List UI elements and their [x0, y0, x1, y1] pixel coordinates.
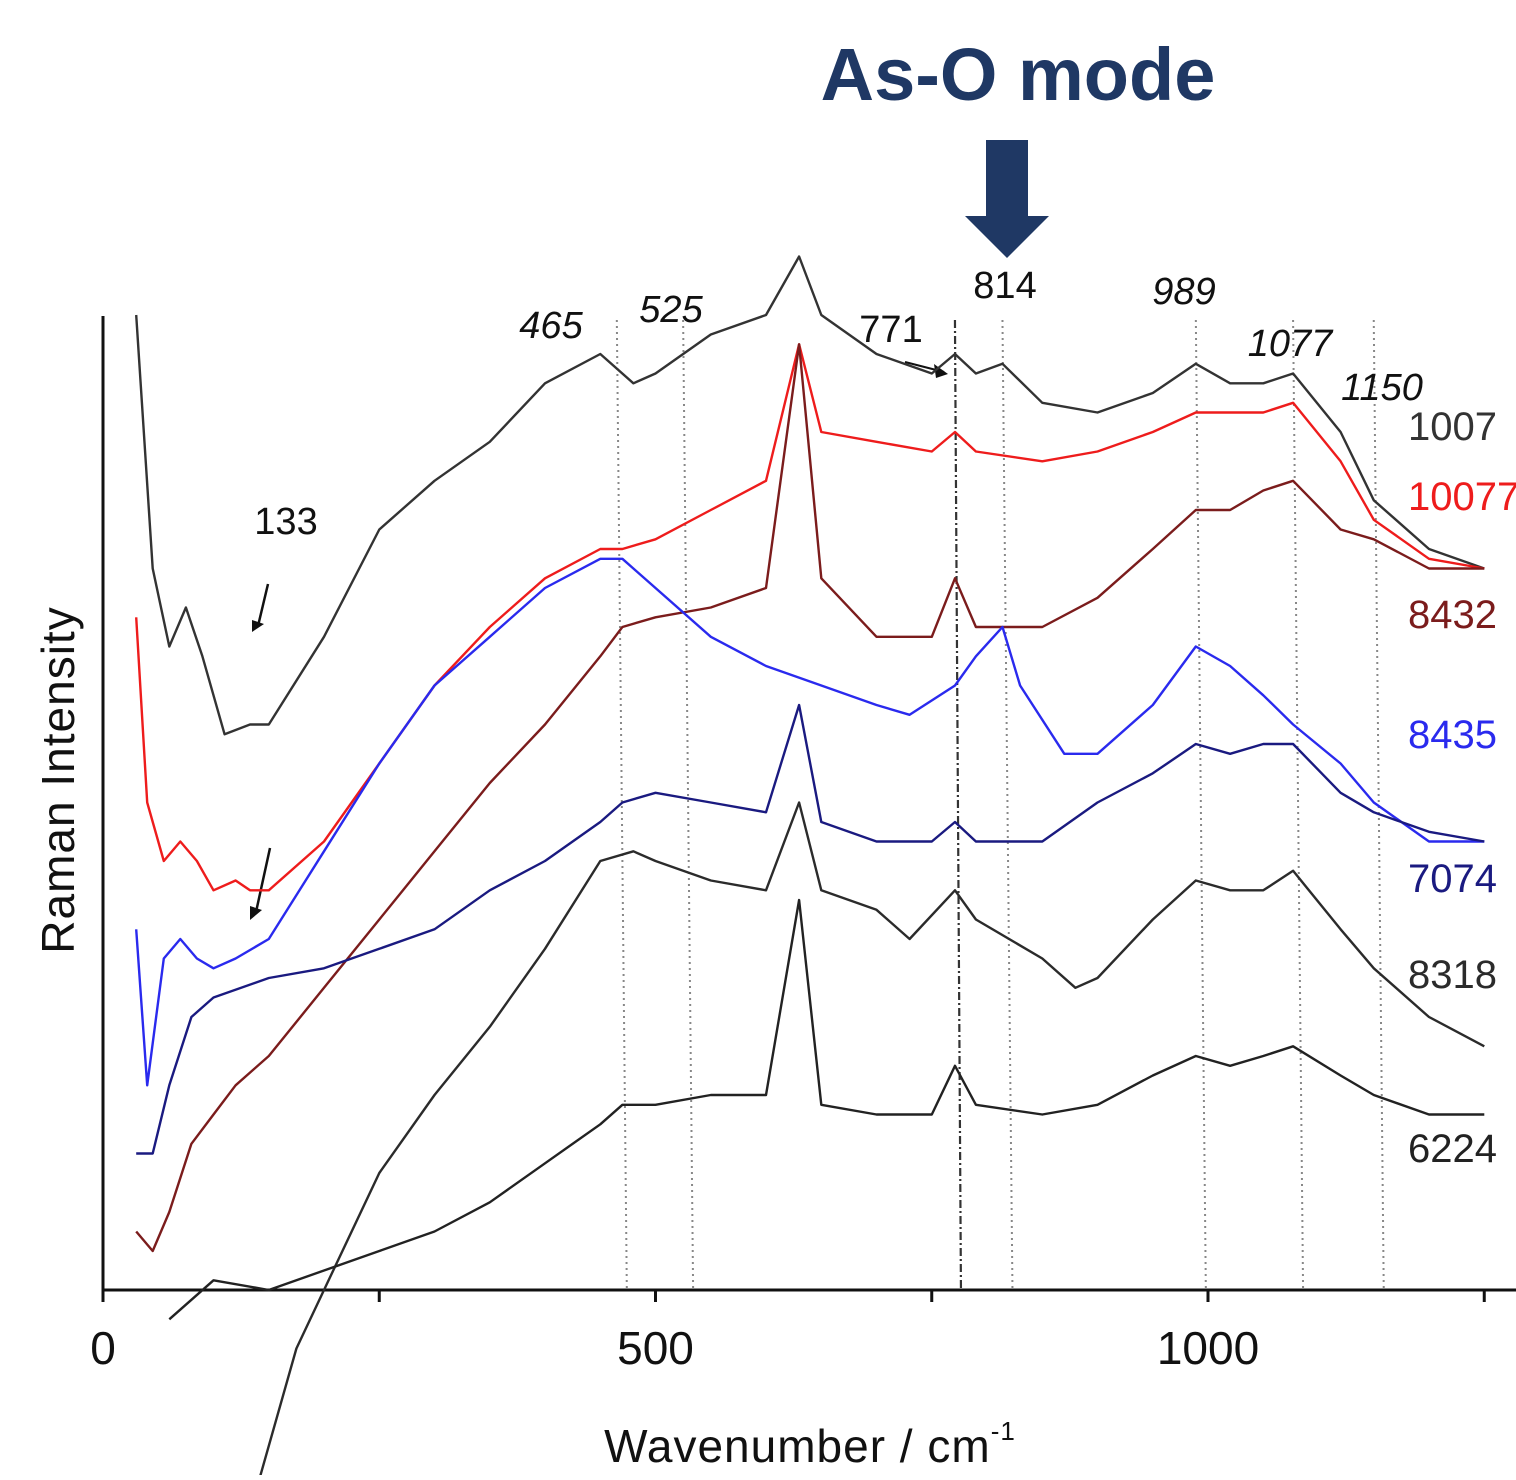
series-label-group: 1007 10077 8432 8435 7074 8318 6224	[1408, 405, 1516, 1171]
peak-guide-line	[1292, 319, 1305, 1291]
annotation-pointer-arrow	[254, 847, 272, 913]
annotation-pointer-arrowhead	[252, 620, 264, 632]
peak-label: 525	[639, 289, 703, 331]
series-line-10077	[135, 343, 1485, 892]
series-label-1007: 1007	[1408, 405, 1497, 449]
x-tick-label: 1000	[1157, 1322, 1259, 1374]
series-line-8432	[135, 343, 1485, 1253]
peak-label: 771	[859, 309, 922, 351]
series-line-7074	[136, 703, 1485, 1155]
series-label-10077: 10077	[1408, 475, 1516, 519]
peak-label: 465	[519, 305, 583, 347]
peak-label: 1150	[1341, 367, 1423, 409]
x-tick-group: 0 500 1000	[90, 1290, 1486, 1374]
x-tick-label: 500	[617, 1322, 694, 1374]
series-label-8432: 8432	[1408, 593, 1497, 637]
series-group	[135, 255, 1485, 1480]
series-line-1007	[135, 255, 1485, 736]
peak-guide-line	[1194, 319, 1207, 1291]
arrow-down-icon	[965, 140, 1049, 258]
peak-guide-line	[1001, 319, 1014, 1291]
peak-guide-line	[682, 319, 695, 1291]
x-axis-title-superscript: -1	[991, 1416, 1016, 1446]
peak-label: 989	[1152, 271, 1215, 313]
series-line-8318	[257, 801, 1485, 1480]
series-label-6224: 6224	[1408, 1127, 1497, 1171]
annotation-pointer-arrowhead	[250, 906, 262, 920]
annotation-peak-label: 133	[254, 501, 317, 543]
annotation-pointer-arrow	[256, 583, 270, 627]
x-axis-title: Wavenumber / cm-1	[604, 1416, 1016, 1472]
peak-guide-line	[953, 319, 963, 1291]
peak-label: 814	[973, 265, 1036, 307]
series-label-8318: 8318	[1408, 953, 1497, 997]
x-axis-title-main: Wavenumber / cm	[604, 1420, 991, 1472]
x-tick-label: 0	[90, 1322, 116, 1374]
y-axis-title: Raman Intensity	[32, 606, 84, 953]
series-line-8435	[135, 557, 1485, 1087]
series-line-6224	[168, 898, 1485, 1321]
series-label-8435: 8435	[1408, 713, 1497, 757]
banner-title: As-O mode	[821, 33, 1216, 116]
peak-label: 1077	[1248, 323, 1334, 365]
series-label-7074: 7074	[1408, 857, 1497, 901]
